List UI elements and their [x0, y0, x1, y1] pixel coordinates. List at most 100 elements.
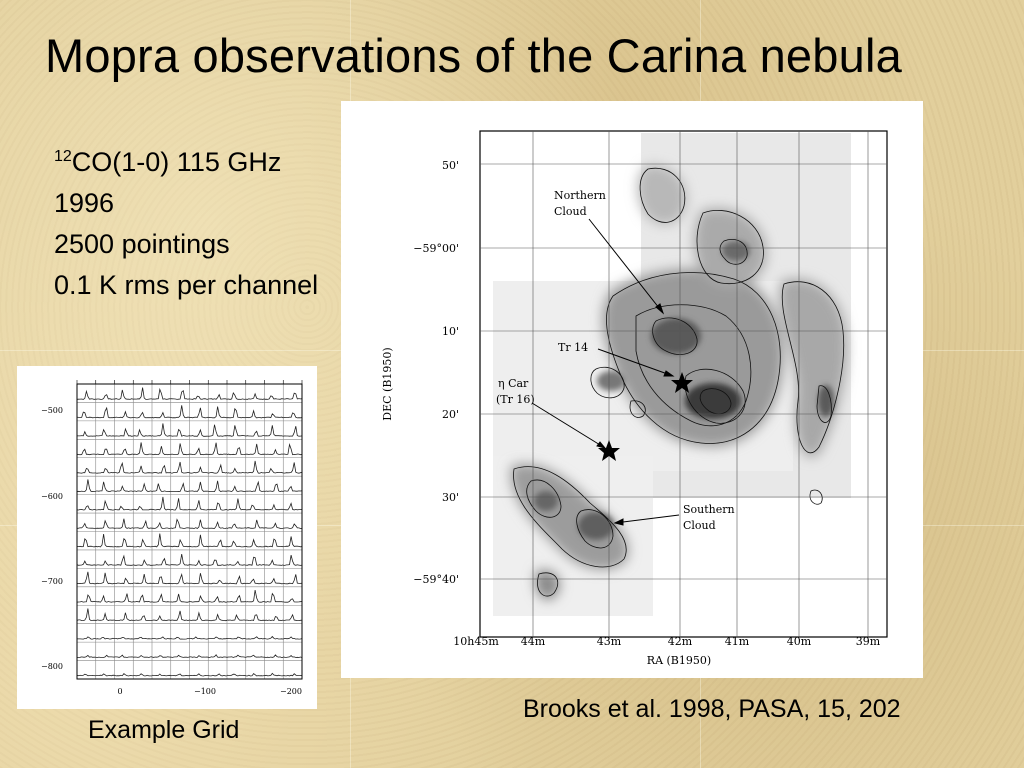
spectrum-trace — [114, 505, 134, 511]
spectrum-trace — [151, 464, 171, 474]
spectrum-trace — [245, 443, 265, 456]
spectrum-trace — [152, 533, 171, 548]
spectrum-trace — [76, 608, 96, 622]
spectrum-trace — [95, 499, 115, 511]
spectrum-trace — [264, 503, 284, 511]
noise-info: 0.1 K rms per channel — [54, 270, 319, 300]
spectrum-trace — [95, 572, 115, 585]
spectrum-trace — [170, 673, 190, 677]
northern-cloud-label-1: Northern — [554, 189, 606, 202]
spectrum-trace — [95, 673, 115, 677]
spectrum-trace — [189, 447, 209, 456]
spectrum-trace — [76, 411, 96, 419]
spectra-grid-svg: −500 −600 −700 −800 0 −100 −200 — [41, 380, 303, 696]
spectrum-trace — [226, 391, 246, 400]
grid-y-tick-labels: −500 −600 −700 −800 — [41, 406, 63, 671]
dec-axis-label: DEC (B1950) — [381, 347, 394, 420]
eta-car-label: η Car — [498, 377, 529, 390]
spectrum-trace — [133, 615, 152, 622]
spectrum-trace — [283, 412, 303, 419]
grid-x-tick: 0 — [117, 687, 122, 696]
spectrum-trace — [133, 574, 153, 584]
spectrum-trace — [114, 673, 134, 677]
spectrum-trace — [114, 461, 134, 474]
spectrum-trace — [208, 559, 228, 566]
spectrum-trace — [95, 448, 115, 456]
spectrum-trace — [152, 636, 171, 640]
spectrum-trace — [133, 636, 152, 640]
spectrum-trace — [133, 411, 153, 419]
spectrum-trace — [245, 430, 265, 437]
spectrum-trace — [133, 654, 153, 658]
spectrum-trace — [77, 636, 96, 640]
spectrum-trace — [170, 482, 190, 492]
spectrum-trace — [114, 554, 134, 566]
spectrum-trace — [226, 636, 246, 640]
spectrum-trace — [170, 654, 190, 658]
grid-x-tick: −100 — [194, 687, 216, 696]
spectrum-trace — [133, 673, 152, 677]
spectrum-trace — [283, 462, 303, 474]
spectrum-trace — [226, 425, 246, 437]
dec-tick: 10' — [442, 325, 459, 338]
spectrum-trace — [76, 448, 96, 456]
spectrum-trace — [283, 392, 303, 400]
northern-cloud-label-2: Cloud — [554, 205, 587, 218]
grid-caption: Example Grid — [88, 716, 240, 744]
spectrum-trace — [114, 410, 134, 419]
spectrum-trace — [170, 610, 190, 622]
ra-tick: 41m — [725, 635, 750, 648]
spectrum-trace — [95, 481, 115, 493]
spectrum-trace — [95, 394, 115, 400]
spectrum-trace — [76, 594, 96, 603]
spectrum-trace — [226, 594, 246, 603]
line-name: CO(1-0) 115 GHz — [71, 147, 282, 177]
spectrum-trace — [76, 505, 96, 511]
spectrum-trace — [189, 559, 209, 566]
star-markers — [598, 372, 693, 461]
spectrum-trace — [114, 593, 134, 603]
spectrum-trace — [95, 654, 115, 658]
spectrum-trace — [226, 447, 246, 456]
ra-tick: 44m — [521, 635, 546, 648]
grid-y-tick: −500 — [41, 406, 63, 415]
spectrum-trace — [283, 654, 303, 658]
spectrum-trace — [151, 411, 171, 419]
spectrum-trace — [283, 636, 303, 640]
carina-co-map: Northern Cloud Tr 14 η Car (Tr 16) South… — [341, 101, 923, 678]
spectrum-trace — [245, 556, 265, 566]
spectrum-trace — [245, 480, 265, 493]
spectrum-trace — [189, 636, 209, 640]
spectrum-trace — [208, 406, 228, 419]
spectrum-trace — [208, 613, 228, 622]
ra-tick: 40m — [787, 635, 812, 648]
spectrum-trace — [114, 654, 134, 658]
spectrum-trace — [208, 393, 228, 400]
dec-tick: −59°40' — [413, 573, 459, 586]
southern-cloud-label-1: Southern — [683, 503, 735, 516]
spectrum-trace — [227, 498, 246, 511]
spectrum-trace — [151, 576, 171, 585]
spectrum-trace — [170, 498, 190, 511]
spectrum-trace — [208, 520, 228, 529]
spectrum-trace — [245, 590, 265, 603]
spectrum-trace — [95, 468, 115, 474]
spectrum-trace — [245, 578, 265, 585]
spectrum-trace — [264, 577, 284, 585]
spectrum-trace — [189, 611, 209, 622]
dec-tick: 30' — [442, 491, 459, 504]
spectrum-trace — [226, 540, 246, 548]
spectrum-trace — [133, 465, 153, 474]
spectrum-trace — [264, 672, 284, 677]
reference-caption: Brooks et al. 1998, PASA, 15, 202 — [523, 695, 901, 723]
spectrum-trace — [151, 655, 171, 658]
spectrum-trace — [151, 387, 171, 400]
spectrum-trace — [95, 560, 115, 566]
spectrum-trace — [170, 518, 190, 529]
grid-y-tick: −600 — [41, 492, 63, 501]
spectrum-trace — [76, 479, 96, 493]
spectrum-trace — [283, 598, 303, 603]
grid-plot-area — [76, 383, 303, 680]
spectrum-trace — [133, 538, 153, 548]
spectrum-trace — [114, 427, 134, 437]
